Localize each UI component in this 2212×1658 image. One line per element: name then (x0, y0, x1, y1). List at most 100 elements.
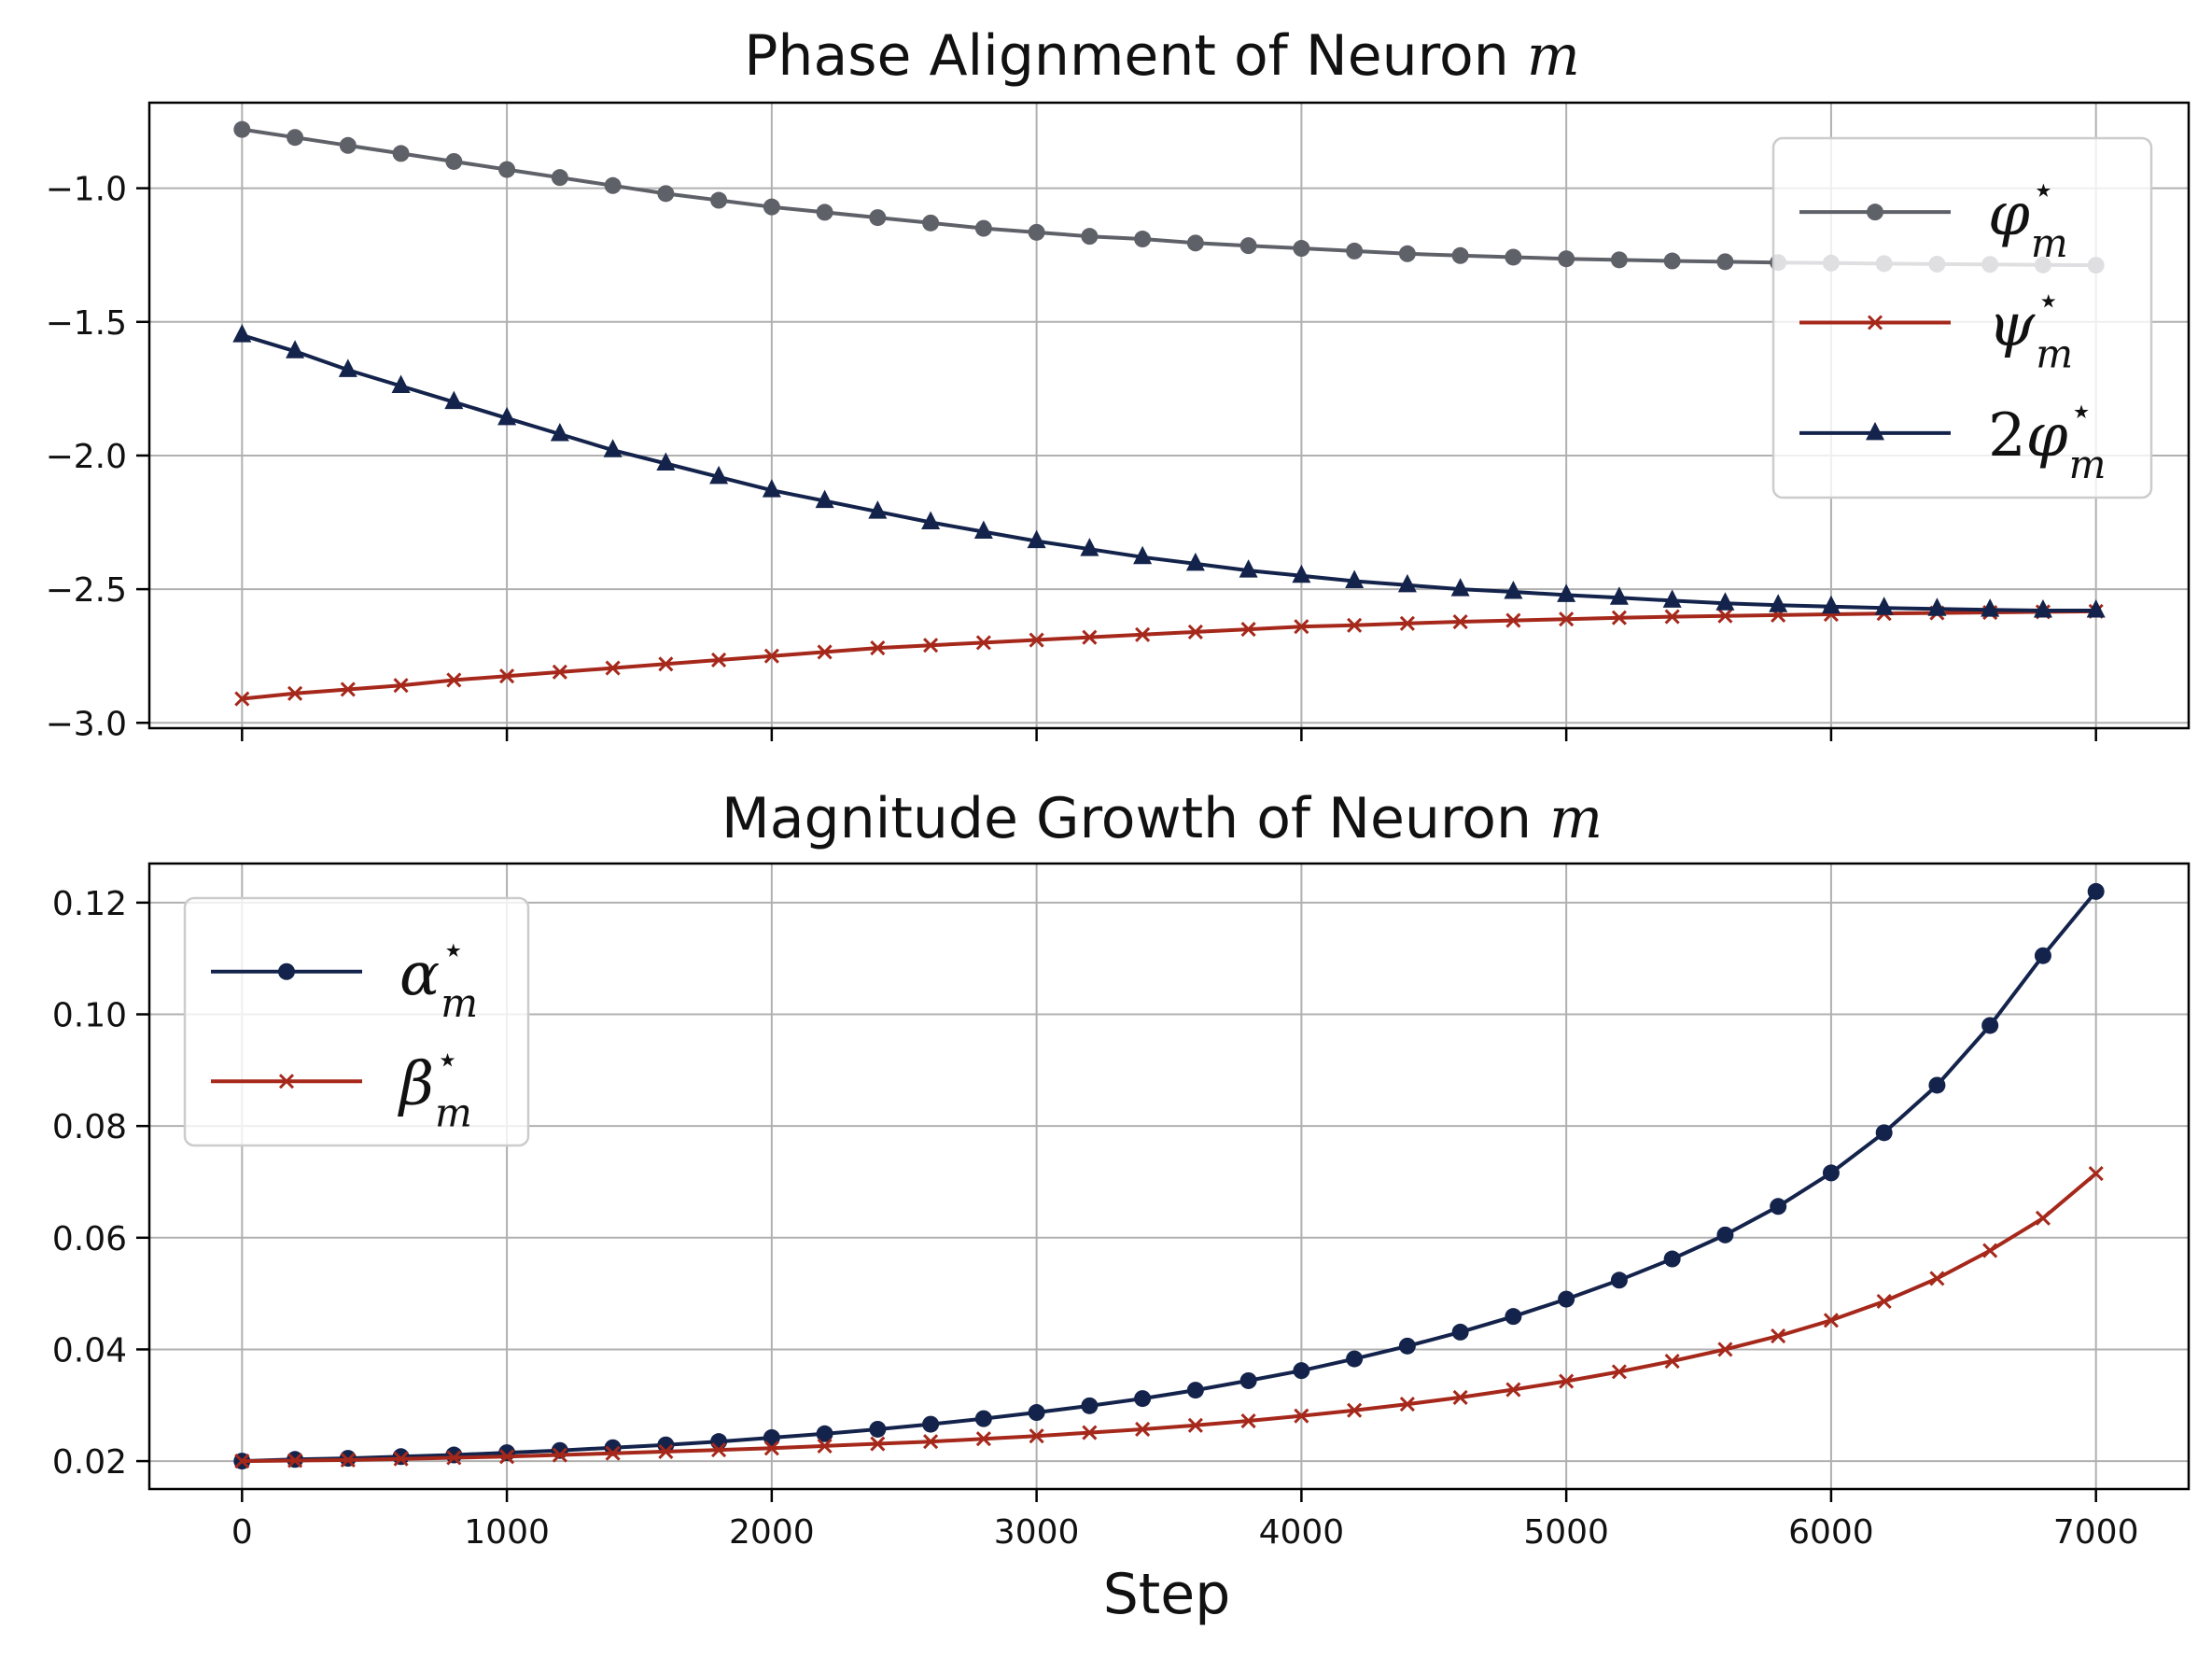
data-point (287, 685, 303, 701)
data-point (234, 1454, 250, 1469)
data-point (392, 1448, 410, 1466)
data-point (445, 152, 463, 170)
data-point (552, 1447, 567, 1463)
data-point (1293, 240, 1310, 258)
data-point (1239, 237, 1257, 255)
data-point (870, 1436, 886, 1452)
data-point-stroke (923, 638, 939, 653)
x-tick-label: 4000 (1259, 1513, 1345, 1552)
data-point (1611, 1364, 1627, 1380)
data-point (1452, 1389, 1468, 1405)
data-point (1559, 1373, 1575, 1389)
data-point (1399, 1397, 1415, 1412)
legend-label-sub: m (441, 980, 478, 1026)
data-point (763, 1428, 780, 1446)
data-point (1187, 1417, 1203, 1433)
data-point (1769, 594, 1788, 612)
data-point (393, 678, 409, 694)
legend: α⋆ mβ⋆ m (183, 896, 530, 1147)
data-point (869, 1420, 887, 1438)
data-point (1028, 1404, 1045, 1422)
data-point-stroke (923, 1434, 939, 1450)
data-point (1611, 610, 1627, 625)
data-point (1505, 612, 1521, 628)
data-point-stroke (1082, 629, 1098, 645)
data-point-stroke (1611, 1364, 1627, 1380)
data-point-stroke (711, 1442, 727, 1458)
x-tick-label: 0 (231, 1513, 253, 1552)
data-point (551, 169, 568, 187)
data-point (1866, 421, 1884, 441)
y-tick-label: 0.10 (52, 997, 127, 1035)
data-point-stroke (446, 672, 462, 688)
data-point (709, 465, 729, 485)
legend-entry: 2φ⋆ m (1799, 390, 2106, 487)
data-point (656, 452, 676, 471)
legend-label-sub: m (2031, 220, 2068, 266)
series-line (241, 333, 2096, 612)
data-point (817, 644, 833, 660)
data-point (1398, 245, 1416, 262)
data-point (1135, 1421, 1151, 1438)
x-tick-label: 3000 (994, 1513, 1080, 1552)
data-point (1928, 1076, 1946, 1094)
legend-entry: φ⋆ m (1799, 169, 2068, 266)
data-point-stroke (1611, 610, 1627, 625)
series-φ-x2 (232, 324, 2106, 618)
data-point-stroke (1876, 1293, 1892, 1310)
data-point-stroke (1240, 621, 1256, 638)
data-point (1080, 538, 1099, 556)
data-point (1610, 1272, 1628, 1289)
data-point-stroke (1135, 626, 1151, 642)
x-axis-label: Step (1103, 1562, 1231, 1627)
data-point (1559, 611, 1575, 627)
data-point-stroke (2088, 1165, 2104, 1182)
data-point (868, 500, 888, 519)
data-point (1823, 1313, 1839, 1328)
data-point-stroke (1664, 609, 1680, 625)
legend-label-base: φ (2026, 401, 2068, 471)
data-point-stroke (1982, 1243, 1998, 1258)
data-point (605, 1445, 621, 1461)
data-point (2035, 1210, 2051, 1226)
data-point-stroke (605, 1445, 621, 1461)
data-point (1981, 1017, 1999, 1034)
data-point-stroke (1559, 1373, 1575, 1389)
series-α (233, 882, 2105, 1470)
data-point (446, 1450, 462, 1466)
data-point (763, 198, 780, 216)
data-point-stroke (1187, 624, 1203, 639)
series-line (242, 609, 2096, 701)
data-point-stroke (1823, 1313, 1839, 1328)
data-point-stroke (393, 678, 409, 694)
data-point (763, 1440, 779, 1456)
y-tick-label: −1.5 (46, 304, 127, 343)
data-point (2088, 1165, 2104, 1182)
data-point-stroke (1771, 1328, 1786, 1344)
series-line (242, 1172, 2097, 1464)
x-axis-ticks (241, 728, 2097, 741)
legend-label-sup: ⋆ (2070, 390, 2093, 433)
data-point-stroke (446, 1450, 462, 1466)
data-point (1187, 624, 1203, 639)
data-point (1133, 545, 1153, 565)
data-point (1663, 252, 1681, 270)
data-point (1082, 1425, 1098, 1440)
data-point-stroke (552, 1447, 567, 1463)
legend-label-sup: ⋆ (436, 1038, 459, 1081)
data-point (2033, 599, 2052, 618)
data-point (1716, 1226, 1734, 1244)
data-point-stroke (499, 1449, 515, 1465)
legend-label: α⋆ m (399, 929, 478, 1026)
data-point (973, 520, 993, 540)
y-tick-label: −2.5 (46, 571, 127, 610)
data-point-stroke (287, 1453, 303, 1468)
legend-label-sub: m (2069, 442, 2107, 487)
data-point-stroke (763, 1440, 779, 1456)
data-point (1451, 246, 1469, 264)
data-point (1240, 621, 1256, 638)
x-tick-label: 6000 (1788, 1513, 1874, 1552)
phase-alignment-chart: Phase Alignment of Neuron m −3.0 −2.5 −2.0… (46, 23, 2191, 743)
data-point (1294, 1408, 1309, 1424)
data-point-stroke (1452, 1389, 1468, 1405)
